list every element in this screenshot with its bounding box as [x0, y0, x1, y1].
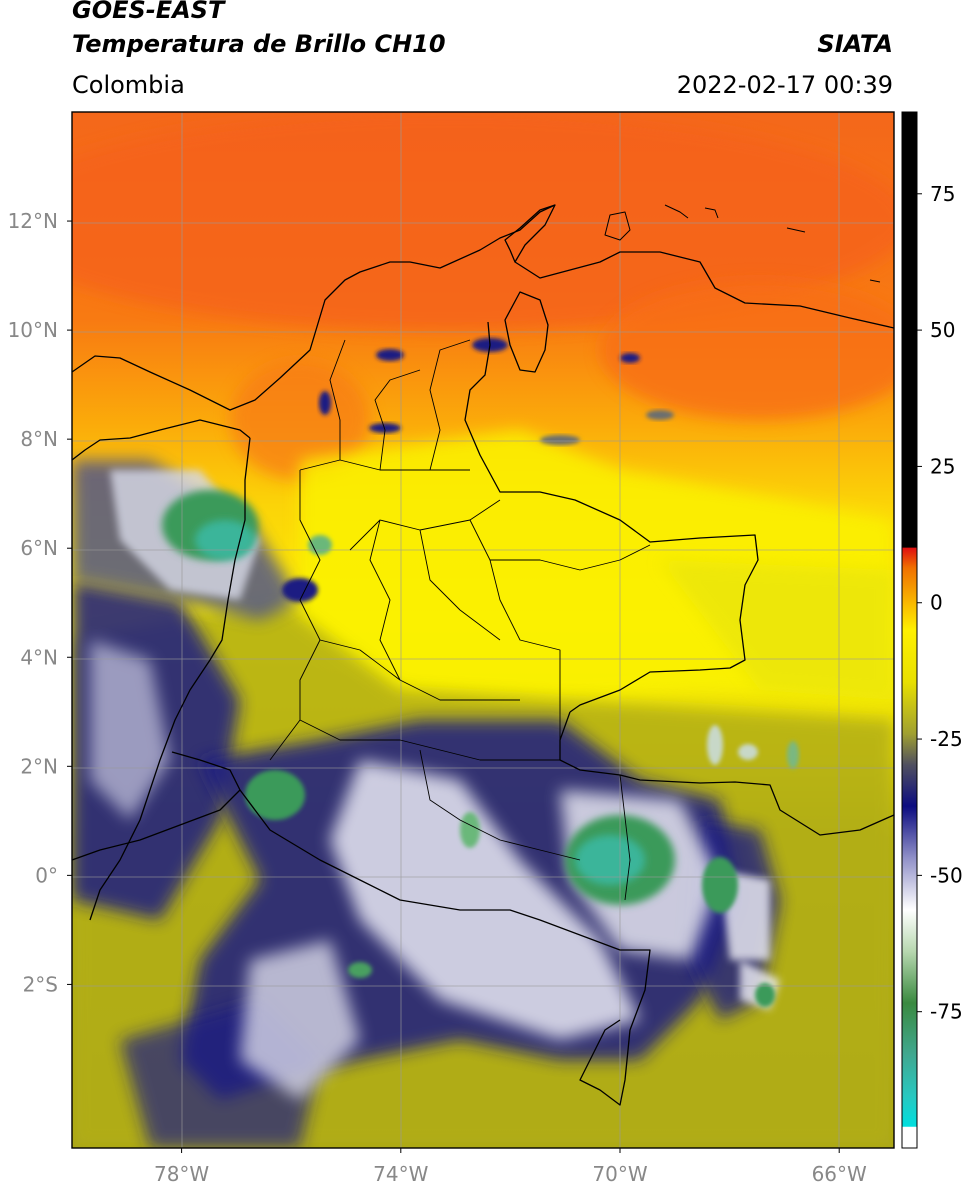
datetime-label: 2022-02-17 00:39: [676, 71, 893, 99]
ecuador-peru-border: [72, 751, 241, 861]
colorbar-tick-label: 75: [930, 182, 955, 206]
product-title: Temperatura de Brillo CH10: [72, 30, 446, 58]
brand-label: SIATA: [817, 30, 893, 58]
lat-tick-label: 12°N: [8, 209, 58, 233]
longitude-ticks: 78°W 74°W 70°W 66°W: [154, 1148, 867, 1186]
borders-coastlines: [72, 204, 894, 1106]
peru-colombia-border: [239, 789, 651, 1106]
panama-border: [72, 419, 251, 461]
colorbar-tick-label: 25: [930, 454, 955, 478]
brazil-venezuela-border: [559, 700, 631, 901]
pacific-coastline: [89, 437, 251, 921]
colorbar-ticks: 75 50 25 0 -25 -50 -75: [917, 182, 963, 1024]
maracaibo-lake: [504, 291, 549, 373]
lat-tick-label: 8°N: [20, 427, 58, 451]
brightness-temperature-field: [72, 112, 894, 1148]
lat-tick-label: 4°N: [20, 645, 58, 669]
latitude-ticks: 12°N 10°N 8°N 6°N 4°N 2°N 0° 2°S: [8, 209, 72, 996]
lon-tick-label: 74°W: [373, 1162, 428, 1186]
lon-tick-label: 78°W: [154, 1162, 209, 1186]
colorbar: [901, 111, 918, 1149]
colorbar-tick-label: 0: [930, 591, 943, 615]
colombia-department-lines: [269, 339, 651, 861]
guajira-peninsula: [504, 204, 556, 263]
colorbar-tick-label: 50: [930, 318, 955, 342]
gridlines: [72, 112, 894, 1148]
colorbar-tick-label: -25: [930, 727, 963, 751]
venezuela-colombia-border: [464, 321, 759, 713]
lat-tick-label: 10°N: [8, 318, 58, 342]
region-label: Colombia: [72, 71, 185, 99]
satellite-title: GOES-EAST: [72, 0, 225, 24]
colorbar-tick-label: -75: [930, 1000, 963, 1024]
lat-tick-label: 2°S: [23, 972, 58, 996]
map-frame: [71, 111, 895, 1149]
lat-tick-label: 2°N: [20, 754, 58, 778]
colorbar-tick-label: -50: [930, 863, 963, 887]
lat-tick-label: 6°N: [20, 536, 58, 560]
islands: [604, 204, 881, 283]
caribbean-coastline: [72, 204, 894, 411]
lon-tick-label: 70°W: [592, 1162, 647, 1186]
lat-tick-label: 0°: [35, 863, 58, 887]
lon-tick-label: 66°W: [812, 1162, 867, 1186]
